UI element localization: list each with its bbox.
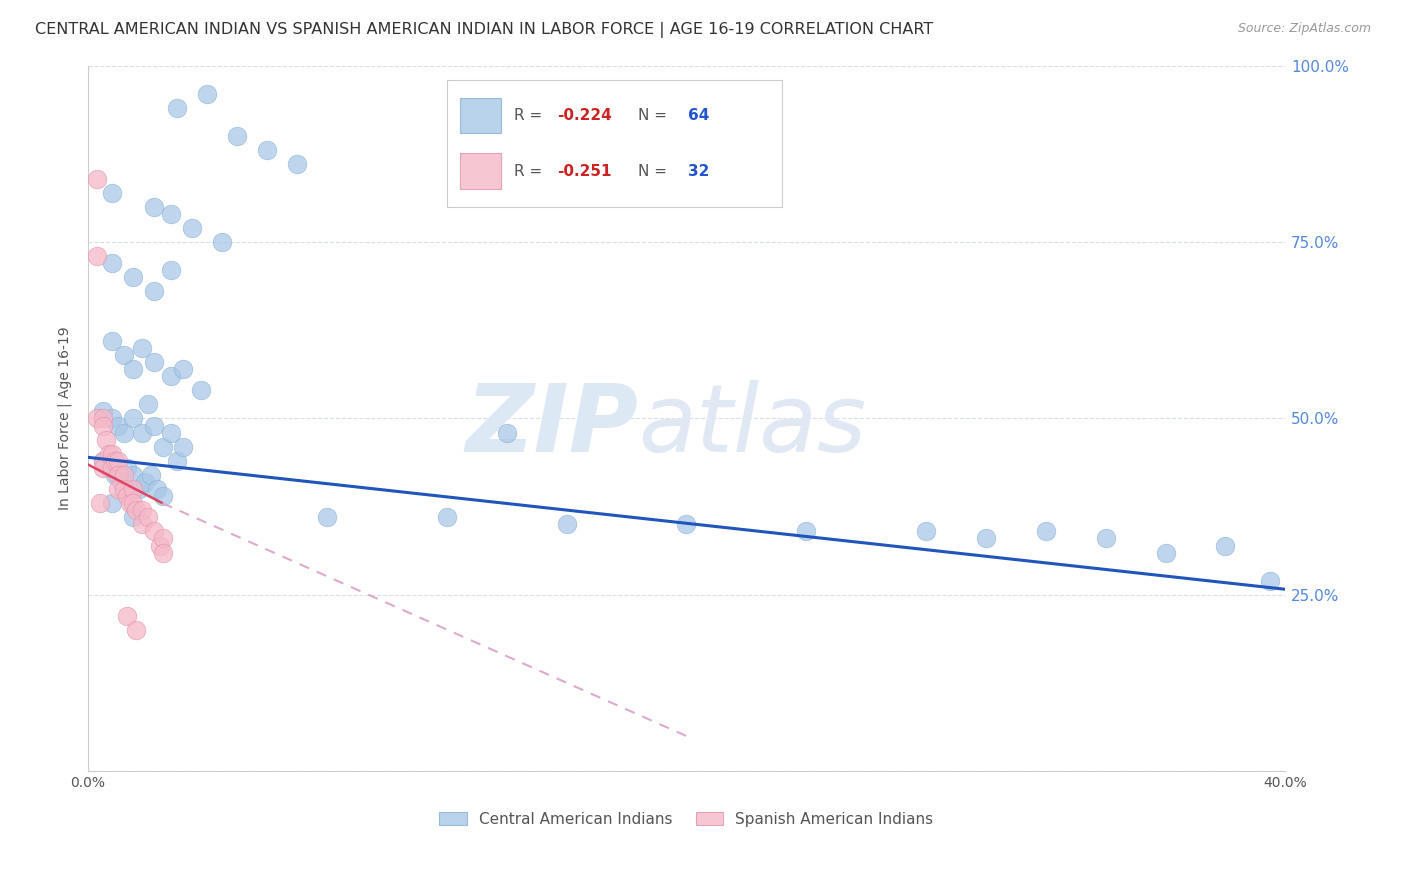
Point (91, 461, 114, 475)
Point (100, 334, 122, 348)
Point (124, 503, 146, 517)
Point (107, 454, 129, 468)
Point (166, 101, 188, 115)
Point (134, 475, 156, 489)
Point (107, 418, 129, 433)
Point (160, 369, 183, 384)
Point (145, 482, 167, 496)
Point (100, 461, 122, 475)
Point (107, 467, 129, 482)
Point (1258, 574, 1281, 588)
Point (495, 425, 517, 440)
Point (675, 517, 697, 532)
Point (794, 524, 817, 539)
Point (112, 425, 135, 440)
Point (86, 411, 108, 425)
Point (131, 341, 153, 355)
Point (131, 517, 153, 532)
Y-axis label: In Labor Force | Age 16-19: In Labor Force | Age 16-19 (58, 326, 72, 510)
Point (152, 440, 174, 454)
Point (172, 362, 194, 376)
Point (124, 624, 146, 638)
Point (555, 517, 578, 532)
Point (160, 425, 183, 440)
Point (121, 467, 143, 482)
Text: Source: ZipAtlas.com: Source: ZipAtlas.com (1237, 22, 1371, 36)
Point (91, 418, 114, 433)
Point (121, 510, 143, 524)
Point (256, 143, 278, 157)
Point (91, 454, 114, 468)
Point (121, 362, 143, 376)
Point (160, 263, 183, 277)
Point (316, 510, 339, 524)
Point (148, 539, 170, 553)
Point (110, 475, 132, 489)
Point (1035, 524, 1057, 539)
Point (86, 171, 108, 186)
Point (142, 355, 165, 369)
Point (152, 489, 174, 503)
Point (128, 482, 150, 496)
Point (104, 467, 127, 482)
Point (142, 524, 165, 539)
Point (181, 221, 204, 235)
Point (166, 454, 188, 468)
Point (226, 129, 249, 144)
Point (112, 467, 135, 482)
Point (91, 411, 114, 425)
Point (142, 418, 165, 433)
Point (94, 433, 117, 447)
Point (121, 496, 143, 510)
Point (121, 270, 143, 285)
Point (100, 447, 122, 461)
Text: ZIP: ZIP (465, 379, 638, 472)
Point (112, 348, 135, 362)
Point (118, 496, 141, 510)
Point (97, 461, 120, 475)
Point (107, 482, 129, 496)
Point (1154, 545, 1177, 559)
Point (142, 200, 165, 214)
Point (211, 235, 233, 249)
Point (115, 461, 138, 475)
Point (974, 532, 997, 546)
Point (104, 454, 127, 468)
Point (915, 524, 938, 539)
Point (86, 249, 108, 263)
Point (197, 87, 219, 101)
Point (1215, 539, 1237, 553)
Text: CENTRAL AMERICAN INDIAN VS SPANISH AMERICAN INDIAN IN LABOR FORCE | AGE 16-19 CO: CENTRAL AMERICAN INDIAN VS SPANISH AMERI… (35, 22, 934, 38)
Point (131, 425, 153, 440)
Point (131, 503, 153, 517)
Point (136, 397, 159, 411)
Point (160, 207, 183, 221)
Point (100, 256, 122, 270)
Point (121, 482, 143, 496)
Point (91, 404, 114, 418)
Point (115, 609, 138, 624)
Point (142, 285, 165, 299)
Text: atlas: atlas (638, 380, 868, 471)
Legend: Central American Indians, Spanish American Indians: Central American Indians, Spanish Americ… (432, 804, 941, 834)
Point (285, 157, 308, 171)
Point (91, 454, 114, 468)
Point (172, 440, 194, 454)
Point (121, 411, 143, 425)
Point (1094, 532, 1116, 546)
Point (97, 447, 120, 461)
Point (436, 510, 458, 524)
Point (112, 482, 135, 496)
Point (152, 532, 174, 546)
Point (139, 467, 162, 482)
Point (115, 489, 138, 503)
Point (152, 545, 174, 559)
Point (100, 411, 122, 425)
Point (100, 496, 122, 510)
Point (190, 383, 212, 397)
Point (100, 186, 122, 200)
Point (136, 510, 159, 524)
Point (89, 496, 111, 510)
